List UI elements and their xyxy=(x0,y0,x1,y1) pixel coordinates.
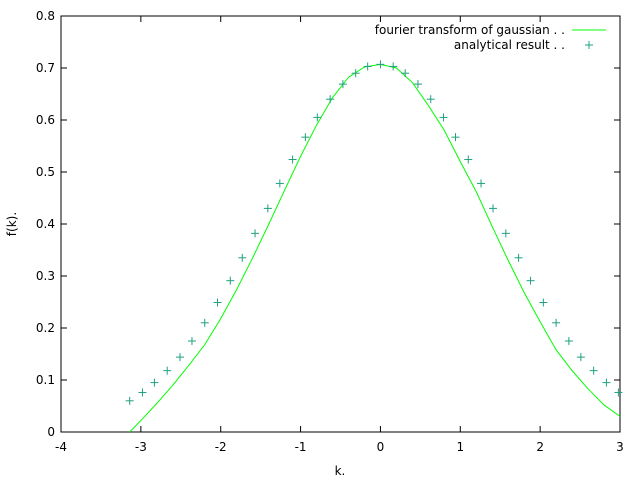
x-tick-label: -2 xyxy=(215,440,227,454)
data-point-analytical xyxy=(376,60,385,69)
data-point-analytical xyxy=(163,366,172,375)
y-tick-label: 0.8 xyxy=(36,9,55,23)
data-point-analytical xyxy=(576,353,585,362)
data-point-analytical xyxy=(363,62,372,71)
y-tick-label: 0.5 xyxy=(36,165,55,179)
data-point-analytical xyxy=(263,204,272,213)
data-point-analytical xyxy=(539,298,548,307)
data-point-analytical xyxy=(175,353,184,362)
y-tick-label: 0.1 xyxy=(36,373,55,387)
data-point-analytical xyxy=(187,337,196,345)
data-point-analytical xyxy=(413,80,422,89)
plot-frame xyxy=(60,15,621,433)
data-point-analytical xyxy=(552,318,561,327)
legend: fourier transform of gaussian . .analyti… xyxy=(375,23,606,52)
series-line-gaussian-transform xyxy=(129,63,620,432)
data-point-analytical xyxy=(426,95,435,104)
data-point-analytical xyxy=(464,155,473,164)
y-tick-label: 0.6 xyxy=(36,113,55,127)
y-axis-label: f(k). xyxy=(5,212,19,236)
data-point-analytical xyxy=(439,113,448,122)
legend-swatch-marker xyxy=(585,41,593,49)
data-point-analytical xyxy=(138,388,147,397)
data-point-analytical xyxy=(401,69,410,78)
data-point-analytical xyxy=(351,69,360,78)
y-tick-label: 0.4 xyxy=(36,217,55,231)
y-tick-label: 0.7 xyxy=(36,61,55,75)
data-point-analytical xyxy=(614,388,623,397)
data-point-analytical xyxy=(150,378,159,387)
x-tick-label: 1 xyxy=(456,440,464,454)
y-tick-label: 0.2 xyxy=(36,321,55,335)
data-point-analytical xyxy=(326,95,335,104)
data-point-analytical xyxy=(313,113,322,122)
x-tick-label: 2 xyxy=(536,440,544,454)
data-point-analytical xyxy=(200,318,209,327)
legend-label: fourier transform of gaussian . . xyxy=(375,23,565,37)
data-point-analytical xyxy=(338,80,347,89)
data-point-analytical xyxy=(602,378,611,387)
x-tick-label: -1 xyxy=(295,440,307,454)
data-point-analytical xyxy=(251,229,260,238)
data-point-analytical xyxy=(275,179,284,188)
data-point-analytical xyxy=(514,253,523,262)
legend-label: analytical result . . xyxy=(454,38,565,52)
data-point-analytical xyxy=(589,366,598,375)
plot-border xyxy=(60,15,621,433)
data-point-analytical xyxy=(238,253,247,262)
data-point-analytical xyxy=(226,276,235,285)
data-point-analytical xyxy=(213,298,222,307)
data-point-analytical xyxy=(526,276,535,285)
data-point-analytical xyxy=(501,229,510,238)
y-axis: 0 0.1 0.2 0.3 0.4 0.5 0.6 0.7 0.8 xyxy=(36,9,620,439)
x-axis-label: k. xyxy=(335,464,346,478)
x-axis: -4 -3 -2 -1 0 1 2 3 xyxy=(55,16,624,454)
data-point-analytical xyxy=(451,133,460,142)
x-tick-label: 0 xyxy=(377,440,385,454)
series-layer xyxy=(125,60,623,432)
x-tick-label: -3 xyxy=(135,440,147,454)
x-tick-label: -4 xyxy=(55,440,67,454)
x-tick-label: 3 xyxy=(616,440,624,454)
data-point-analytical xyxy=(288,155,297,164)
data-point-analytical xyxy=(564,337,573,345)
data-point-analytical xyxy=(489,204,498,213)
data-point-analytical xyxy=(301,133,310,142)
data-point-analytical xyxy=(125,396,134,405)
data-point-analytical xyxy=(389,62,398,71)
y-tick-label: 0.3 xyxy=(36,269,55,283)
data-point-analytical xyxy=(477,179,486,188)
y-tick-label: 0 xyxy=(47,425,55,439)
